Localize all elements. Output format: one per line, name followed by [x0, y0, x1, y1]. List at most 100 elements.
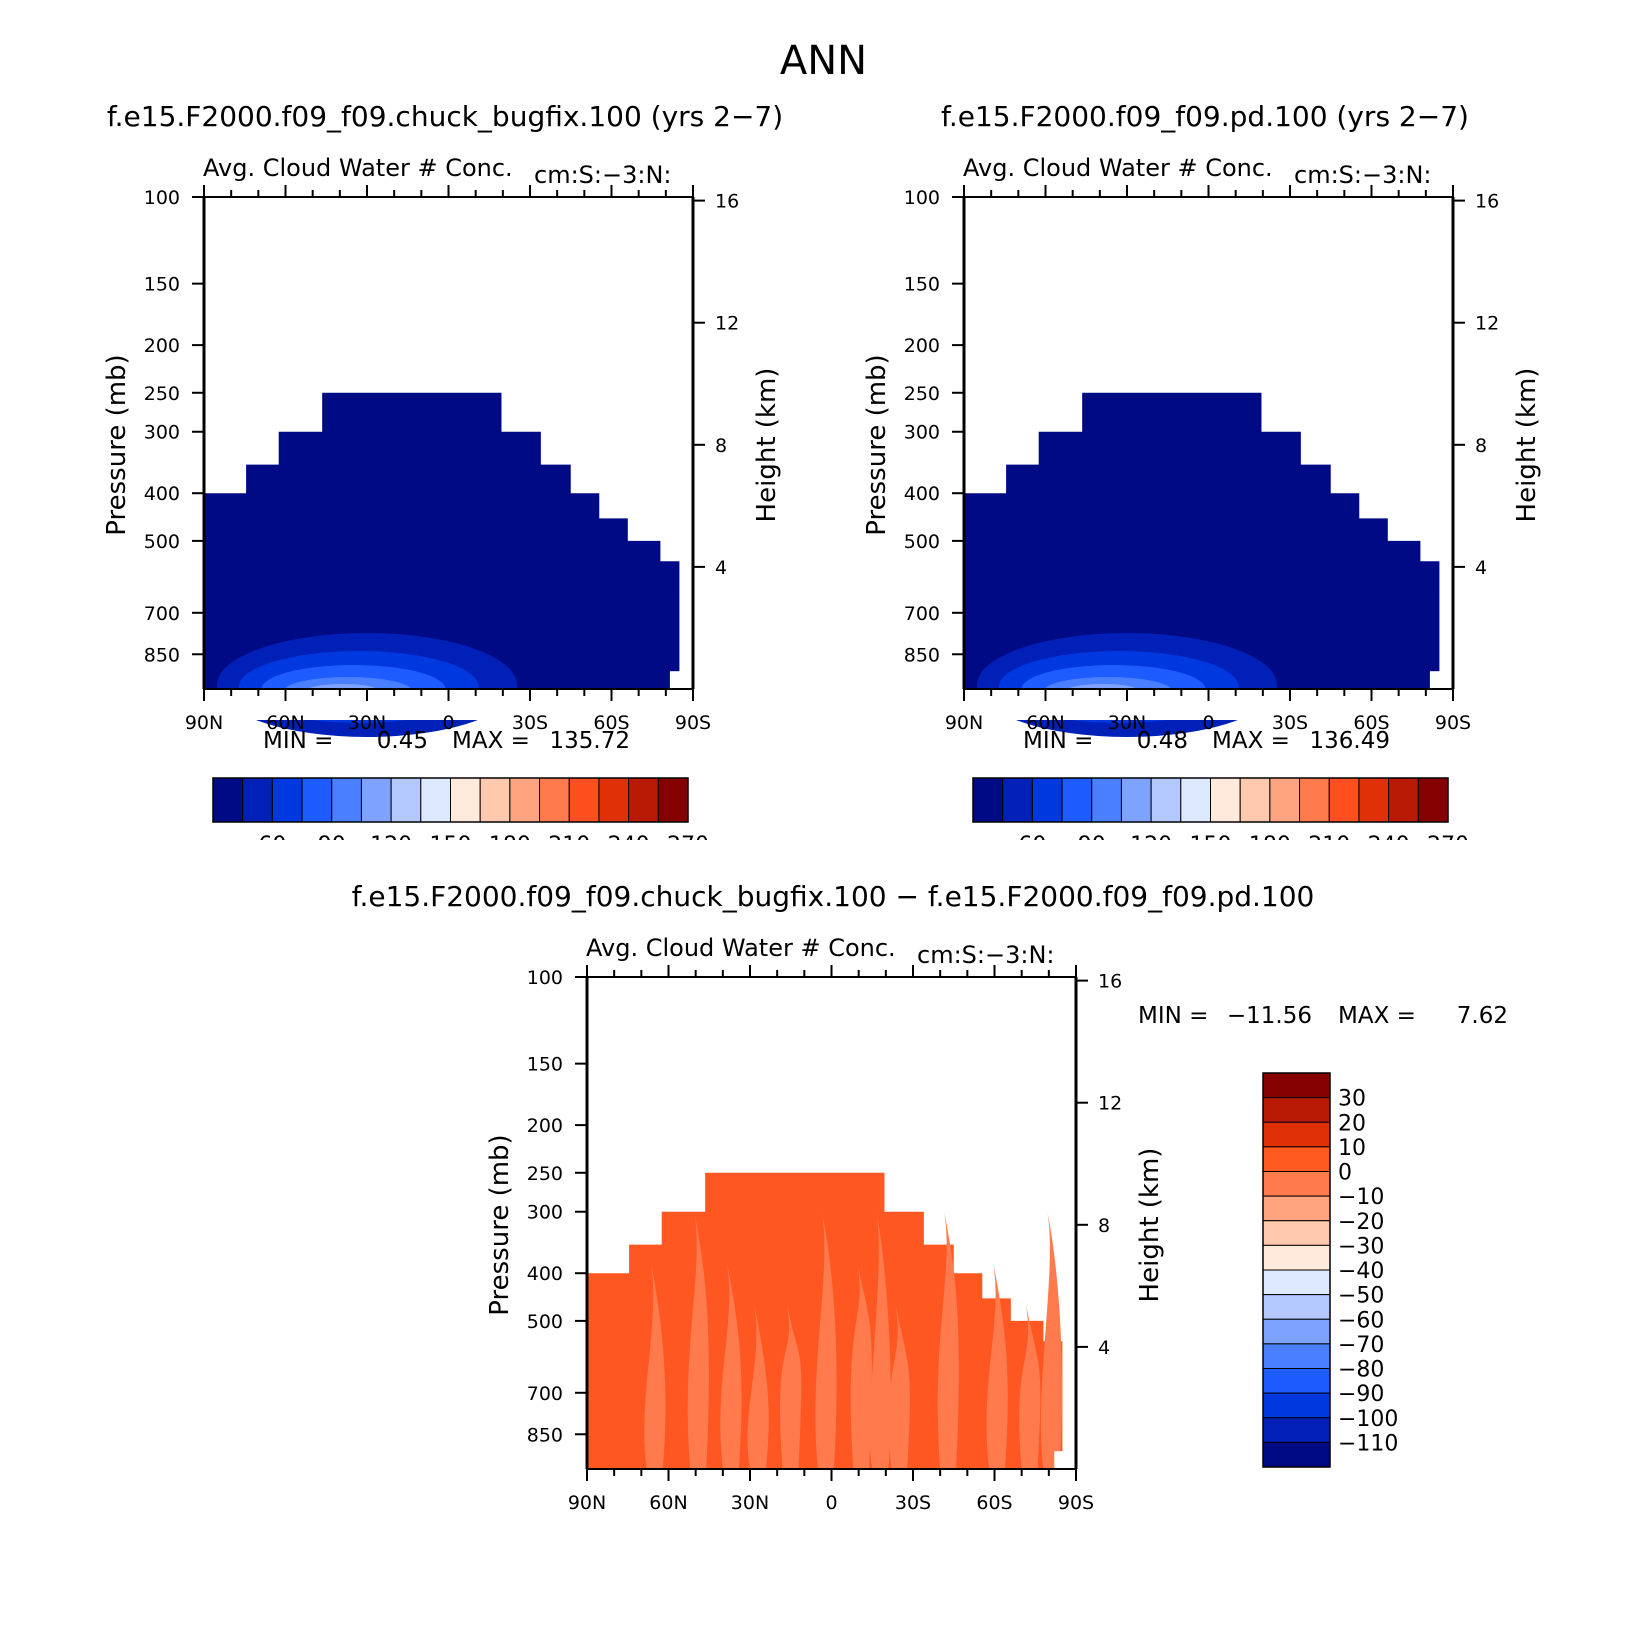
panel-title: f.e15.F2000.f09_f09.chuck_bugfix.100 (yr…: [107, 100, 783, 133]
colorbar-box: [1262, 1368, 1331, 1394]
min-max-readout: MIN = 0.48 MAX = 136.49: [1023, 728, 1390, 754]
x-tick-label: 90S: [1435, 712, 1471, 734]
panel-pd: f.e15.F2000.f09_f09.pd.100 (yrs 2−7) Avg…: [862, 100, 1542, 840]
panel-subtitle-left: Avg. Cloud Water # Conc.: [963, 154, 1273, 182]
colorbar-box: [1002, 777, 1033, 823]
y-tick-label: 150: [904, 274, 940, 296]
min-max-readout: MIN = −11.56 MAX = 7.62: [1138, 1003, 1508, 1029]
contour-fill: [687, 1211, 709, 1469]
y-right-tick-label: 8: [1475, 435, 1487, 457]
contour-fill: [644, 1262, 666, 1469]
x-tick-label: 60N: [266, 712, 304, 734]
missing-data: [1062, 1376, 1076, 1469]
y-axis-label: Pressure (mb): [862, 354, 892, 535]
colorbar: 60 90 120 150 180 210 240 270: [972, 777, 1469, 840]
panel-subtitle-right: cm:S:−3:N:: [1294, 161, 1431, 189]
page-title: ANN: [779, 38, 868, 84]
x-tick-label: 30S: [512, 712, 548, 734]
colorbar-box: [420, 777, 451, 823]
colorbar-box: [1180, 777, 1211, 823]
y-tick-label: 150: [144, 274, 180, 296]
colorbar-label: 60: [1018, 833, 1046, 840]
min-label: MIN =: [1138, 1003, 1208, 1029]
colorbar-box: [1210, 777, 1241, 823]
colorbar-label: −80: [1338, 1358, 1384, 1383]
plot-area: 90N 60N 30N 0 30S 60S 90S 100 150 200 250 300 400 500…: [527, 965, 1122, 1514]
colorbar-box: [1358, 777, 1390, 823]
colorbar-frame: [972, 777, 1449, 823]
y-tick-label: 700: [904, 603, 940, 625]
colorbar-box: [271, 777, 303, 823]
colorbar-box: [1262, 1195, 1331, 1222]
x-tick-label: 0: [442, 712, 454, 734]
colorbar-label: 240: [608, 833, 650, 840]
colorbar-label: −20: [1338, 1210, 1384, 1235]
contour-fill: [937, 1211, 959, 1469]
panel-title: f.e15.F2000.f09_f09.chuck_bugfix.100 − f…: [352, 880, 1315, 913]
colorbar-box: [390, 777, 422, 823]
colorbar-box: [1417, 777, 1449, 823]
y-right-tick-label: 4: [715, 557, 727, 579]
contour-fill: [1040, 1211, 1063, 1469]
x-tick-label: 90N: [945, 712, 983, 734]
colorbar-box: [450, 777, 481, 823]
y-axis-label: Pressure (mb): [485, 1134, 515, 1315]
y-tick-label: 400: [144, 483, 180, 505]
contour-fill: [888, 1303, 910, 1469]
y-tick-label: 400: [527, 1263, 563, 1285]
colorbar-box: [1299, 777, 1330, 823]
field-region: [964, 392, 1453, 689]
x-tick-label: 90S: [1058, 1492, 1094, 1514]
colorbar-box: [598, 777, 630, 823]
x-tick-label: 60N: [649, 1492, 687, 1514]
colorbar-box: [1239, 777, 1271, 823]
colorbar-label: −50: [1338, 1284, 1384, 1309]
colorbar-label: −100: [1338, 1407, 1398, 1432]
colorbar-label: 10: [1338, 1136, 1366, 1161]
colorbar-frame: [212, 777, 689, 823]
colorbar-box: [509, 777, 541, 823]
min-value: −11.56: [1227, 1003, 1312, 1029]
colorbar-label: 240: [1368, 833, 1410, 840]
x-tick-label: 0: [1202, 712, 1214, 734]
y-axis-right-label: Height (km): [752, 368, 782, 523]
y-axis-right-label: Height (km): [1135, 1148, 1165, 1303]
y-right-tick-label: 4: [1098, 1337, 1110, 1359]
colorbar-label: 0: [1338, 1161, 1352, 1186]
colorbar-label: −30: [1338, 1234, 1384, 1259]
max-value: 136.49: [1310, 728, 1390, 754]
panel-subtitle-right: cm:S:−3:N:: [917, 941, 1054, 969]
x-tick-label: 30S: [1272, 712, 1308, 734]
y-axis-right-label: Height (km): [1512, 368, 1542, 523]
max-label: MAX =: [1212, 728, 1290, 754]
colorbar-box: [972, 777, 1004, 823]
x-tick-label: 60S: [1353, 712, 1389, 734]
x-tick-label: 30N: [1108, 712, 1146, 734]
plot-area: 90N 60N 30N 0 30S 60S 90S 100 150 200 250 300 400 500…: [904, 185, 1499, 737]
colorbar-label: 270: [1427, 833, 1469, 840]
y-tick-label: 850: [904, 644, 940, 666]
colorbar-box: [1388, 777, 1419, 823]
colorbar-label: 150: [1190, 833, 1232, 840]
y-right-tick-label: 4: [1475, 557, 1487, 579]
colorbar-box: [1269, 777, 1301, 823]
y-tick-label: 300: [144, 422, 180, 444]
colorbar-box: [242, 777, 273, 823]
contour-fill: [720, 1262, 742, 1469]
y-tick-label: 100: [904, 187, 940, 209]
missing-data: [1439, 596, 1453, 689]
colorbar-label: −90: [1338, 1382, 1384, 1407]
colorbar-box: [212, 777, 244, 823]
colorbar-label: 270: [667, 833, 709, 840]
x-tick-label: 60S: [976, 1492, 1012, 1514]
colorbar-box: [1262, 1072, 1331, 1099]
colorbar-label: 180: [489, 833, 531, 840]
y-tick-label: 300: [527, 1202, 563, 1224]
y-tick-label: 150: [527, 1054, 563, 1076]
max-label: MAX =: [452, 728, 530, 754]
y-tick-label: 700: [527, 1383, 563, 1405]
min-value: 0.48: [1137, 728, 1188, 754]
y-tick-label: 250: [904, 383, 940, 405]
min-max-readout: MIN = 0.45 MAX = 135.72: [263, 728, 630, 754]
contour-fill: [815, 1211, 837, 1469]
